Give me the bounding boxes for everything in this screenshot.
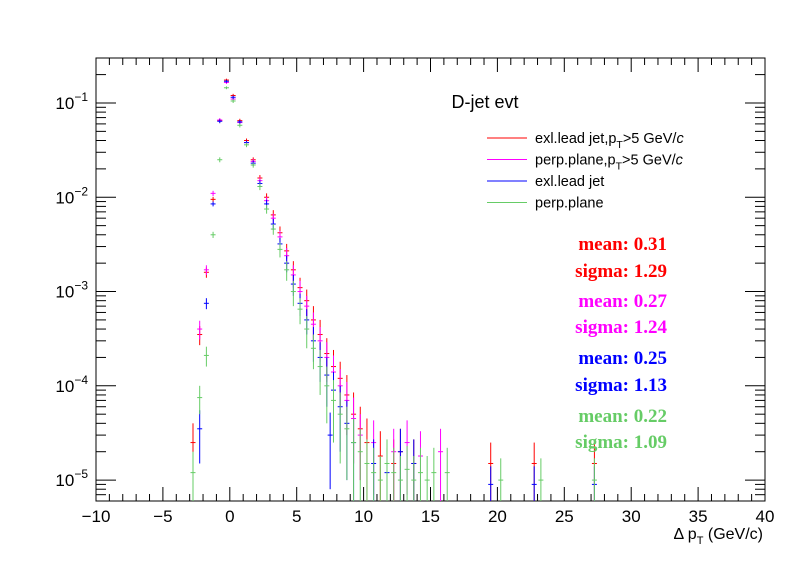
- stat-sigma-2: sigma: 1.24: [575, 317, 667, 338]
- stat-sigma-4: sigma: 1.09: [575, 432, 667, 453]
- y-tick-base: 10: [55, 94, 74, 113]
- y-tick-exponent: −5: [74, 467, 88, 481]
- legend-label-text: exl.lead jet: [535, 174, 604, 190]
- stat-sigma-1: sigma: 1.29: [575, 261, 667, 282]
- axes: −10 −5 0 5 10 15 20 25 30 35 4010−510−410−310−210−…: [55, 57, 775, 526]
- y-tick-base: 10: [55, 377, 74, 396]
- x-tick-label: 5: [292, 507, 301, 526]
- x-tick-label: 0: [225, 507, 234, 526]
- legend-label-italic: c: [676, 153, 684, 169]
- x-axis-label-subscript: T: [697, 535, 704, 547]
- y-tick-base: 10: [55, 188, 74, 207]
- x-axis-label-text: (GeV/c): [703, 526, 763, 543]
- statistics-box: mean: 0.31 sigma: 1.29 mean: 0.27 sigma: 1.…: [575, 234, 667, 453]
- legend-label-1: exl.lead jet,pT>5 GeV/c: [535, 131, 684, 151]
- y-tick-label: 10−4: [55, 373, 88, 396]
- x-tick-label: −10: [82, 507, 111, 526]
- x-tick-label: 15: [421, 507, 440, 526]
- legend-label-text: >5 GeV/: [623, 131, 678, 147]
- x-tick-label: 25: [555, 507, 574, 526]
- legend-label-text: perp.plane: [535, 196, 604, 212]
- stat-mean-2: mean: 0.27: [578, 291, 667, 312]
- y-tick-exponent: −3: [74, 279, 88, 293]
- x-tick-label: −5: [153, 507, 172, 526]
- y-tick-exponent: −4: [74, 373, 88, 387]
- y-tick-exponent: −1: [74, 90, 88, 104]
- legend-label-subscript: T: [616, 161, 623, 173]
- x-tick-label: 35: [689, 507, 708, 526]
- stat-sigma-3: sigma: 1.13: [575, 375, 667, 396]
- x-tick-label: 40: [756, 507, 775, 526]
- legend-label-text: perp.plane,p: [535, 153, 616, 169]
- legend-label-text: >5 GeV/: [622, 153, 677, 169]
- chart-title: D-jet evt: [451, 92, 518, 112]
- x-tick-label: 10: [354, 507, 373, 526]
- y-tick-base: 10: [55, 471, 74, 490]
- x-axis-label: Δ pT (GeV/c): [674, 526, 763, 547]
- y-tick-label: 10−1: [55, 90, 88, 113]
- legend-label-text: exl.lead jet,p: [535, 131, 616, 147]
- legend-label-4: perp.plane: [535, 196, 604, 212]
- y-tick-base: 10: [55, 283, 74, 302]
- y-tick-exponent: −2: [74, 184, 88, 198]
- x-tick-label: 30: [622, 507, 641, 526]
- stat-mean-1: mean: 0.31: [578, 234, 667, 255]
- legend-label-2: perp.plane,pT>5 GeV/c: [535, 153, 684, 173]
- legend-label-italic: c: [676, 131, 684, 147]
- legend-label-3: exl.lead jet: [535, 174, 604, 190]
- y-tick-label: 10−2: [55, 184, 88, 207]
- x-axis-label-text: Δ p: [674, 526, 697, 543]
- y-tick-label: 10−3: [55, 279, 88, 302]
- stat-mean-3: mean: 0.25: [578, 348, 667, 369]
- x-tick-label: 20: [488, 507, 507, 526]
- legend-label-subscript: T: [616, 139, 623, 151]
- stat-mean-4: mean: 0.22: [578, 406, 667, 427]
- series-4-markers: [190, 86, 597, 501]
- data-markers: [190, 78, 597, 501]
- y-tick-label: 10−5: [55, 467, 88, 490]
